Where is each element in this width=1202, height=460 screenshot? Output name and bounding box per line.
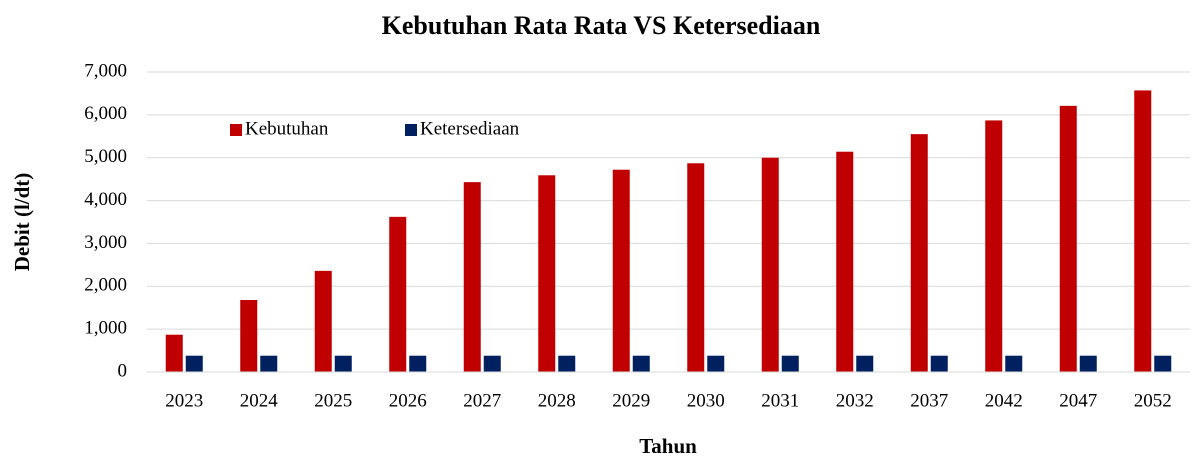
x-tick-label: 2052 xyxy=(1134,390,1172,411)
x-tick-label: 2047 xyxy=(1059,390,1097,411)
x-tick-label: 2032 xyxy=(836,390,874,411)
bar xyxy=(985,120,1003,372)
bar xyxy=(463,182,481,372)
x-tick-label: 2026 xyxy=(389,390,427,411)
x-tick-label: 2030 xyxy=(687,390,725,411)
bar xyxy=(538,175,556,372)
bar xyxy=(632,355,650,372)
x-tick-label: 2029 xyxy=(612,390,650,411)
bar xyxy=(781,355,799,372)
x-tick-label: 2023 xyxy=(165,390,203,411)
bar xyxy=(334,355,352,372)
bar xyxy=(707,355,725,372)
x-tick-label: 2031 xyxy=(761,390,799,411)
bar xyxy=(260,355,278,372)
bar xyxy=(314,270,332,372)
y-axis-label: Debit (l/dt) xyxy=(10,173,34,272)
chart-title: Kebutuhan Rata Rata VS Ketersediaan xyxy=(382,11,821,40)
bar xyxy=(165,334,183,372)
legend-label: Kebutuhan xyxy=(245,118,329,139)
y-tick-label: 6,000 xyxy=(84,103,127,124)
x-tick-label: 2027 xyxy=(463,390,501,411)
bar xyxy=(761,157,779,372)
y-tick-label: 0 xyxy=(118,360,128,381)
bar xyxy=(910,134,928,372)
bar xyxy=(930,355,948,372)
legend-swatch xyxy=(405,124,417,136)
bar xyxy=(856,355,874,372)
y-tick-label: 7,000 xyxy=(84,60,127,81)
x-tick-label: 2042 xyxy=(985,390,1023,411)
y-tick-label: 2,000 xyxy=(84,275,127,296)
bar xyxy=(1134,90,1152,372)
x-tick-label: 2037 xyxy=(910,390,948,411)
bar xyxy=(1079,355,1097,372)
bar xyxy=(836,151,854,372)
bar xyxy=(483,355,501,372)
bar xyxy=(612,169,630,372)
y-tick-label: 5,000 xyxy=(84,146,127,167)
x-axis-label: Tahun xyxy=(639,434,697,458)
bar xyxy=(240,300,258,372)
bar xyxy=(185,355,203,372)
bar xyxy=(409,355,427,372)
bar xyxy=(1059,105,1077,372)
bar xyxy=(389,216,407,372)
legend-label: Ketersediaan xyxy=(420,118,520,139)
bar xyxy=(1005,355,1023,372)
x-tick-label: 2028 xyxy=(538,390,576,411)
legend-swatch xyxy=(230,124,242,136)
y-tick-label: 4,000 xyxy=(84,189,127,210)
y-tick-label: 3,000 xyxy=(84,232,127,253)
bar xyxy=(558,355,576,372)
y-tick-label: 1,000 xyxy=(84,318,127,339)
x-tick-label: 2025 xyxy=(314,390,352,411)
x-tick-label: 2024 xyxy=(240,390,279,411)
bar xyxy=(687,163,705,372)
bar xyxy=(1154,355,1172,372)
